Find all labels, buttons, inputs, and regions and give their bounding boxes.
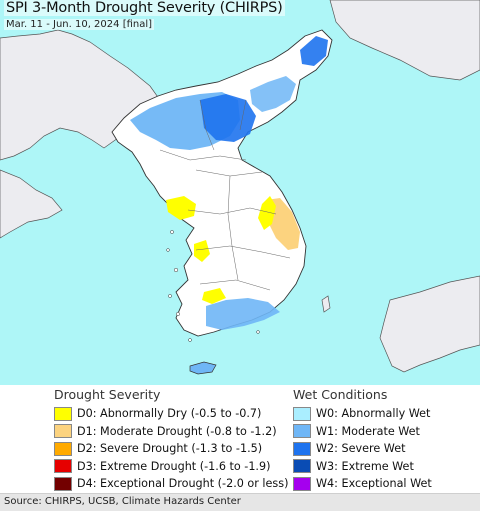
swatch-w4 <box>293 476 311 491</box>
province-boundaries <box>159 99 291 291</box>
legend-item-d2: D2: Severe Drought (-1.3 to -1.5) <box>54 440 288 458</box>
wet-region-north-east-coast <box>250 76 296 112</box>
dry-region-south-d0 <box>202 288 226 304</box>
dry-region-west-d0 <box>166 196 196 220</box>
map-date-range: Mar. 11 - Jun. 10, 2024 [final] <box>4 19 155 30</box>
source-text: Source: CHIRPS, UCSB, Climate Hazards Ce… <box>4 496 241 507</box>
wet-legend: Wet Conditions W0: Abnormally Wet W1: Mo… <box>293 387 432 493</box>
legend-item-w1: W1: Moderate Wet <box>293 423 432 441</box>
swatch-w3 <box>293 459 311 474</box>
legend-item-w4: W4: Exceptional Wet <box>293 475 432 493</box>
west-coast-islands <box>166 230 260 342</box>
legend-item-w2: W2: Severe Wet <box>293 440 432 458</box>
map-title: SPI 3-Month Drought Severity (CHIRPS) <box>4 0 285 16</box>
legend-label-d0: D0: Abnormally Dry (-0.5 to -0.7) <box>77 407 262 421</box>
legend-label-d3: D3: Extreme Drought (-1.6 to -1.9) <box>77 459 271 473</box>
legend-label-w2: W2: Severe Wet <box>316 442 406 456</box>
legend-label-d2: D2: Severe Drought (-1.3 to -1.5) <box>77 442 263 456</box>
legend-item-w3: W3: Extreme Wet <box>293 458 432 476</box>
legend-label-w3: W3: Extreme Wet <box>316 459 414 473</box>
swatch-d4 <box>54 476 72 491</box>
dry-region-east-coast-d0 <box>258 196 276 230</box>
legend-item-d4: D4: Exceptional Drought (-2.0 or less) <box>54 475 288 493</box>
legend-label-d1: D1: Moderate Drought (-0.8 to -1.2) <box>77 424 277 438</box>
tsushima-island <box>321 295 331 313</box>
drought-map[interactable]: SPI 3-Month Drought Severity (CHIRPS) Ma… <box>0 0 480 385</box>
map-title-text: SPI 3-Month Drought Severity (CHIRPS) <box>4 0 285 16</box>
legend-item-d0: D0: Abnormally Dry (-0.5 to -0.7) <box>54 405 288 423</box>
swatch-d3 <box>54 459 72 474</box>
wet-region-jeju <box>189 361 217 375</box>
source-footer: Source: CHIRPS, UCSB, Climate Hazards Ce… <box>0 493 480 511</box>
map-canvas <box>0 0 480 375</box>
swatch-w0 <box>293 406 311 421</box>
swatch-d1 <box>54 424 72 439</box>
wet-region-north-central <box>200 94 256 142</box>
legend-item-w0: W0: Abnormally Wet <box>293 405 432 423</box>
japan-land <box>379 275 480 373</box>
dry-region-southwest-d0 <box>194 240 210 262</box>
swatch-w1 <box>293 424 311 439</box>
swatch-d0 <box>54 406 72 421</box>
legend-label-d4: D4: Exceptional Drought (-2.0 or less) <box>77 477 289 491</box>
swatch-d2 <box>54 441 72 456</box>
korean-peninsula-land <box>111 29 333 337</box>
russia-land <box>329 0 480 81</box>
legend-label-w1: W1: Moderate Wet <box>316 424 420 438</box>
map-date-range-text: Mar. 11 - Jun. 10, 2024 [final] <box>4 19 155 30</box>
legend-item-d3: D3: Extreme Drought (-1.6 to -1.9) <box>54 458 288 476</box>
wet-region-south-coast <box>206 298 280 330</box>
drought-legend-heading: Drought Severity <box>54 387 161 402</box>
legend-label-w4: W4: Exceptional Wet <box>316 477 432 491</box>
china-shandong-land <box>0 169 63 239</box>
drought-legend: Drought Severity D0: Abnormally Dry (-0.… <box>54 387 288 493</box>
legend-item-d1: D1: Moderate Drought (-0.8 to -1.2) <box>54 423 288 441</box>
swatch-w2 <box>293 441 311 456</box>
wet-region-far-northeast <box>300 36 328 66</box>
map-legend: Drought Severity D0: Abnormally Dry (-0.… <box>0 385 480 493</box>
legend-label-w0: W0: Abnormally Wet <box>316 407 431 421</box>
wet-legend-heading: Wet Conditions <box>293 387 388 402</box>
